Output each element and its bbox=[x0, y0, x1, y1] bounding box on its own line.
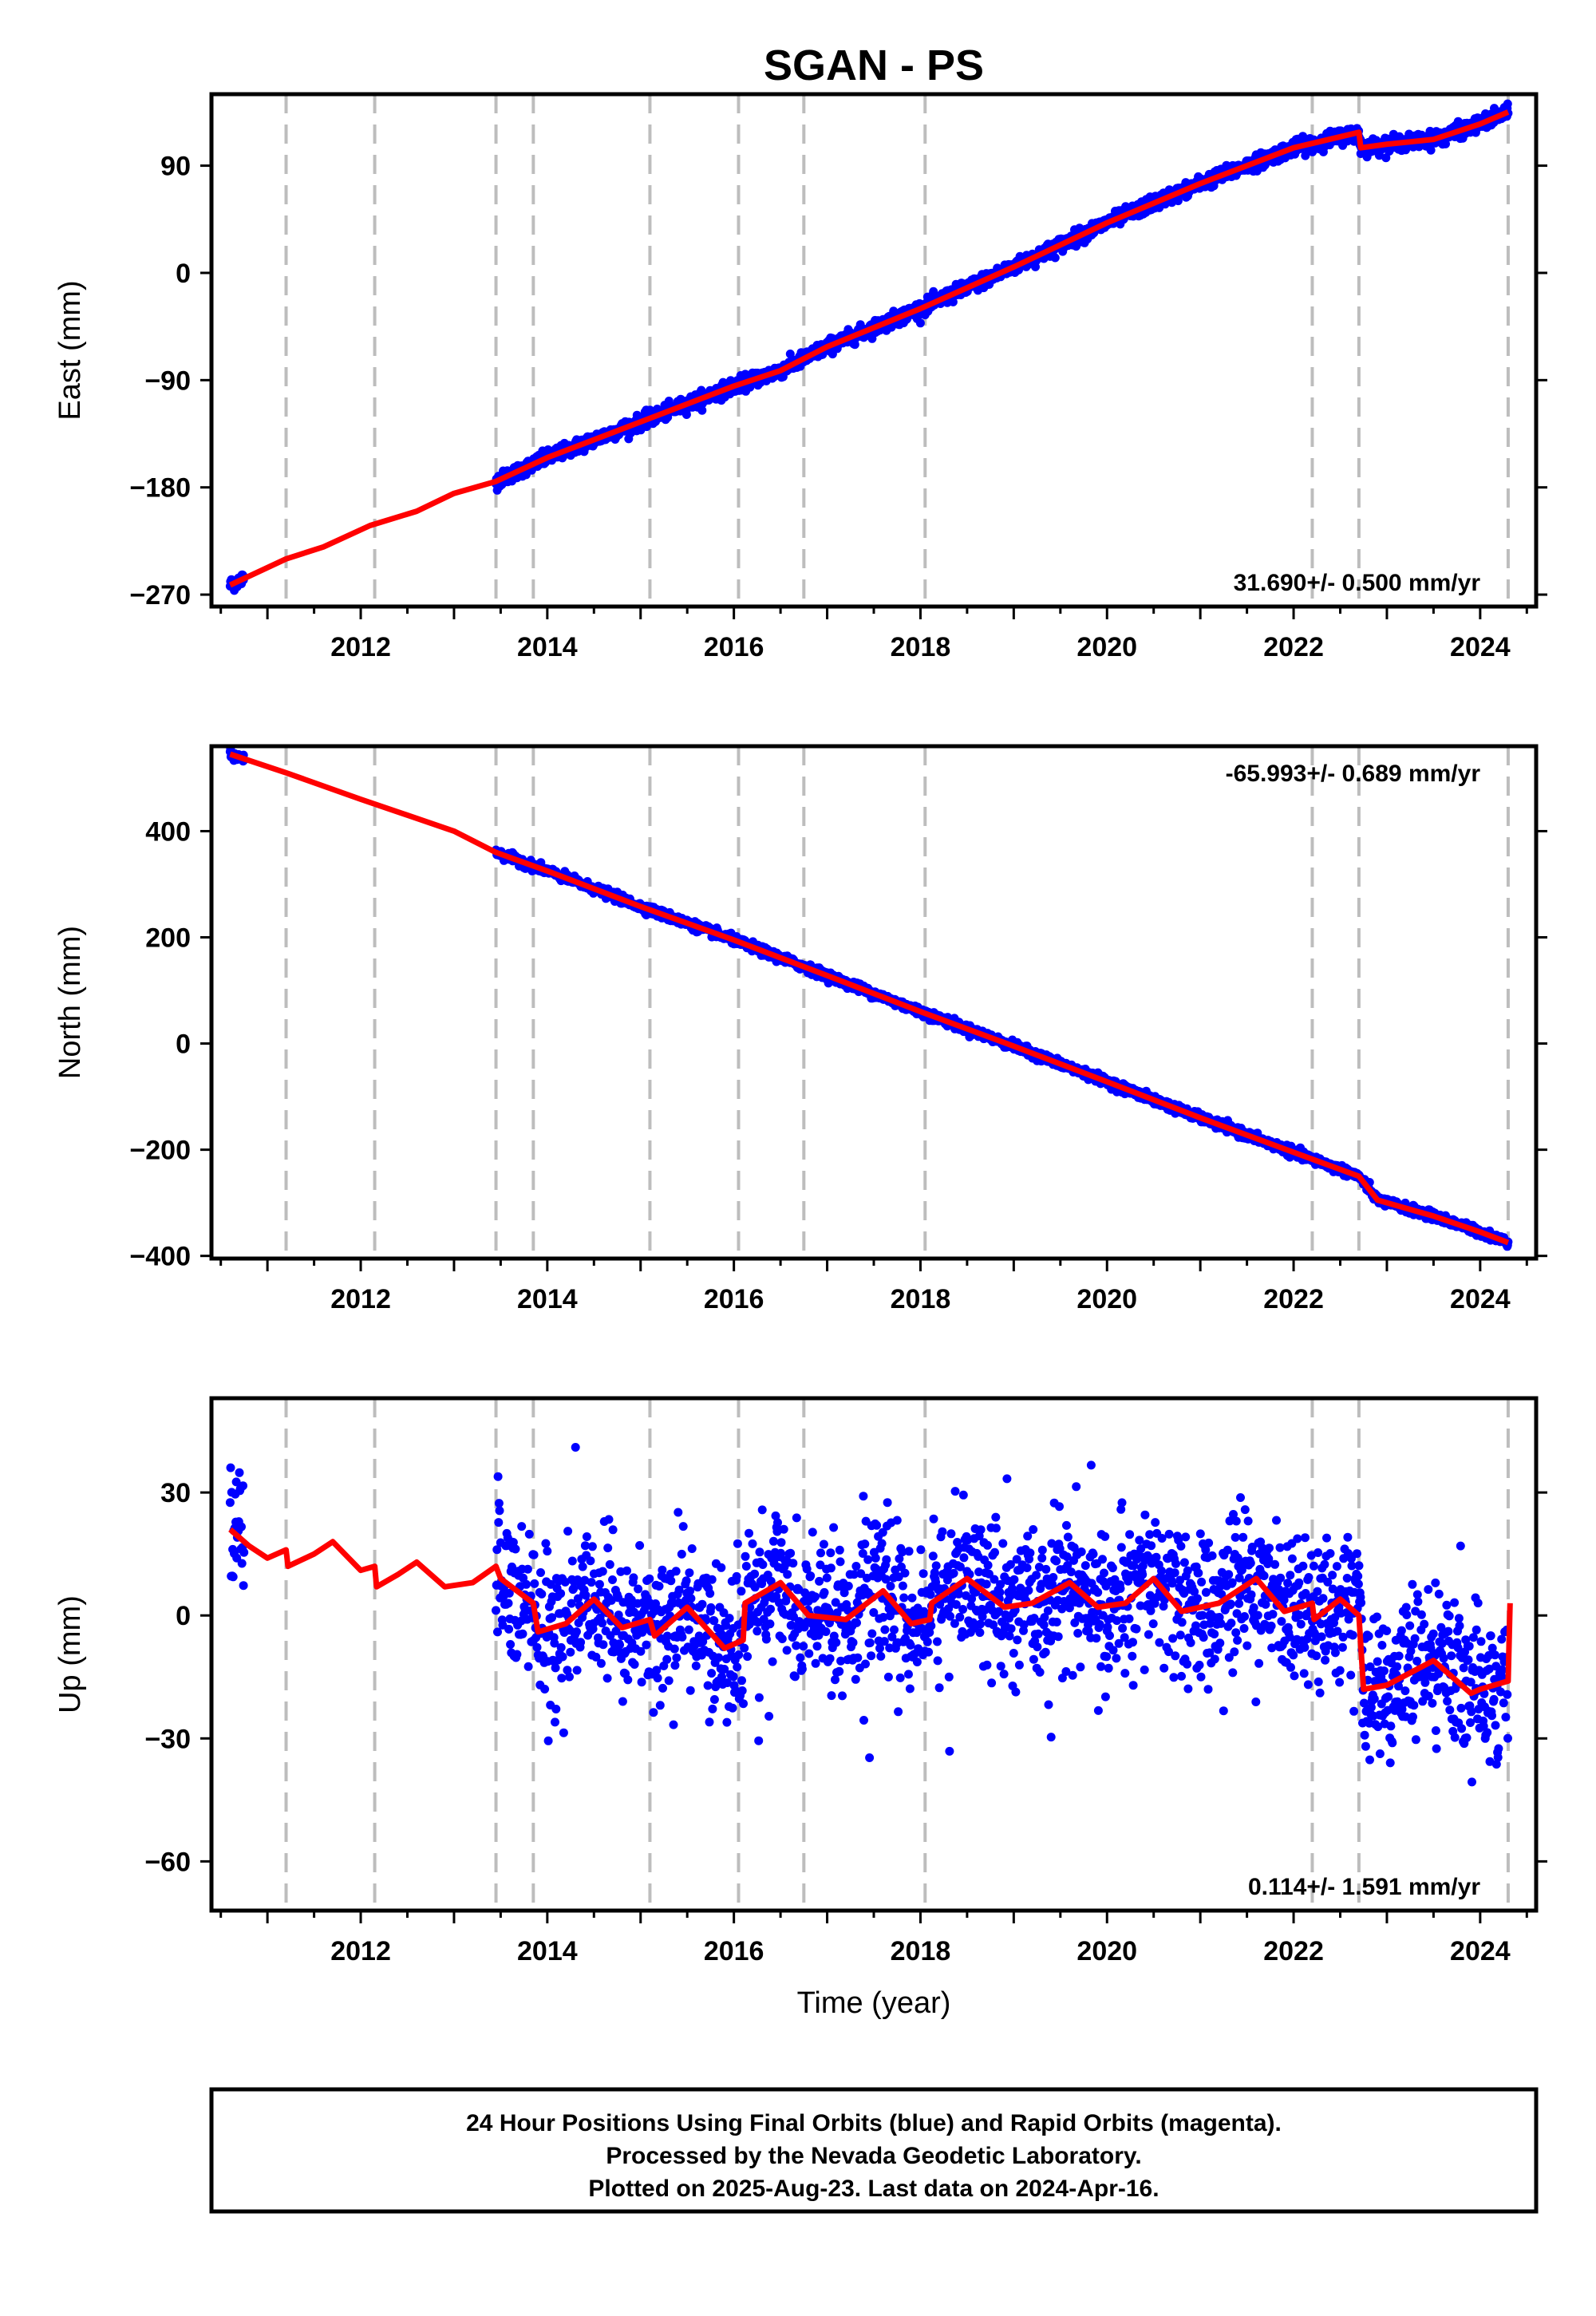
plot-background bbox=[211, 746, 1536, 1259]
y-tick-label: −270 bbox=[129, 580, 191, 611]
data-point bbox=[1050, 253, 1060, 263]
x-tick-label: 2020 bbox=[1077, 632, 1137, 662]
x-tick-label: 2018 bbox=[891, 632, 951, 662]
data-point bbox=[1301, 151, 1310, 160]
data-point bbox=[1426, 145, 1436, 155]
y-tick-label: 400 bbox=[145, 816, 191, 847]
data-point bbox=[1441, 139, 1450, 148]
y-tick-label: 200 bbox=[145, 923, 191, 954]
x-tick-label: 2022 bbox=[1263, 632, 1324, 662]
y-tick-label: 0 bbox=[176, 1030, 191, 1060]
y-axis-label: East (mm) bbox=[53, 280, 87, 420]
x-tick-label: 2024 bbox=[1450, 632, 1511, 662]
y-tick-label: −180 bbox=[129, 473, 191, 504]
velocity-label: 31.690+/- 0.500 mm/yr bbox=[1234, 570, 1481, 596]
data-point bbox=[1503, 99, 1512, 109]
x-tick-label: 2012 bbox=[330, 632, 391, 662]
y-tick-label: 90 bbox=[160, 152, 191, 182]
data-point bbox=[1173, 196, 1183, 206]
y-tick-label: 0 bbox=[176, 259, 191, 289]
x-tick-label: 2014 bbox=[517, 632, 578, 662]
model-line bbox=[229, 751, 1510, 1246]
y-tick-label: −90 bbox=[144, 366, 191, 396]
y-tick-label: −400 bbox=[129, 1242, 191, 1272]
data-point bbox=[697, 405, 707, 415]
y-tick-label: −200 bbox=[129, 1136, 191, 1166]
figure-title: SGAN - PS bbox=[764, 41, 984, 89]
x-tick-label: 2016 bbox=[704, 632, 764, 662]
east-panel: 90 0 −90 −180 −270 2012 2014 2016 2018 2020 2022 20… bbox=[53, 92, 1547, 662]
data-point bbox=[1381, 153, 1391, 163]
data-point bbox=[915, 318, 925, 328]
data-point bbox=[681, 410, 691, 419]
model-line bbox=[228, 109, 1510, 588]
plot-background bbox=[211, 94, 1536, 607]
